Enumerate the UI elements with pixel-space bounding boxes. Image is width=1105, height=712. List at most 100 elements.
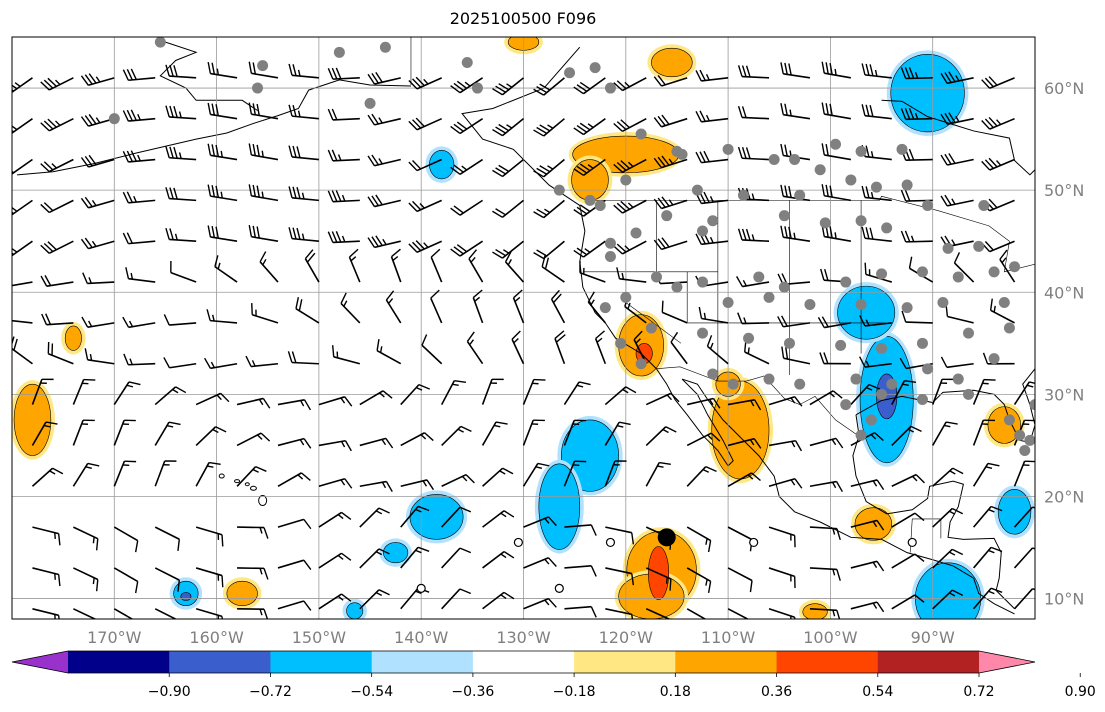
wind-barb-54 [195, 526, 224, 547]
colorbar-tick-label: 0.54 [862, 684, 893, 700]
wind-barb-122 [932, 421, 958, 446]
wind-barb-77 [113, 460, 137, 487]
wind-barb-181 [251, 303, 279, 324]
lon-tick-label: 120°W [599, 628, 654, 647]
wind-barb-304 [165, 105, 197, 120]
wind-barb-121 [891, 425, 922, 446]
wind-barb-348 [940, 71, 974, 85]
wind-barb-38 [564, 565, 597, 577]
wind-barb-266 [653, 196, 688, 210]
wind-barb-157 [287, 351, 319, 365]
wind-barb-49 [1013, 547, 1035, 569]
wind-barb-135 [440, 380, 466, 405]
wind-barb-193 [737, 312, 770, 325]
wind-barb-91 [686, 466, 717, 487]
wind-barb-13 [564, 605, 597, 618]
wind-barb-329 [165, 64, 197, 79]
wind-barb-230 [207, 225, 238, 243]
station-dot-80 [850, 373, 862, 385]
wind-barb-316 [653, 114, 688, 128]
wind-barb-17 [727, 608, 753, 619]
wind-barb-176 [41, 313, 74, 326]
wind-barb-232 [288, 227, 319, 243]
wind-barb-27 [113, 567, 139, 594]
wind-barb-228 [122, 232, 156, 245]
wind-barb-323 [940, 112, 974, 125]
station-dot-94 [1003, 414, 1015, 426]
wind-barb-210 [430, 248, 443, 283]
station-dot-90 [865, 414, 877, 426]
station-dot-75 [615, 337, 627, 349]
wind-barb-188 [550, 289, 566, 324]
wind-barb-129 [195, 392, 230, 406]
station-dot-32 [584, 194, 596, 206]
wind-barb-257 [288, 186, 319, 202]
wind-barb-308 [327, 108, 360, 121]
wind-barb-295 [821, 143, 851, 161]
station-dot-64 [998, 296, 1010, 308]
gridlines [12, 37, 1035, 619]
station-dot-48 [697, 276, 709, 288]
wind-barb-344 [780, 62, 811, 79]
wind-barb-317 [695, 110, 729, 123]
wind-barb-106 [277, 437, 312, 449]
station-dot-54 [952, 271, 964, 283]
wind-barb-48 [973, 546, 1003, 569]
wind-barb-30 [237, 567, 269, 580]
station-dot-12 [635, 128, 647, 140]
station-dot-71 [876, 342, 888, 354]
wind-barb-104 [195, 426, 227, 446]
wind-barb-78 [154, 460, 177, 487]
wind-barb-90 [645, 461, 671, 487]
station-dot-34 [604, 237, 616, 249]
wind-barb-71 [891, 512, 925, 528]
colorbar-tick-label: −0.18 [553, 684, 596, 700]
station-dot-51 [840, 276, 852, 288]
wind-barb-326 [40, 77, 74, 91]
station-dot-19 [845, 174, 857, 186]
wind-barb-241 [653, 237, 688, 251]
station-dot-50 [778, 281, 790, 293]
wind-barb-281 [248, 143, 279, 161]
station-dot-69 [783, 337, 795, 349]
station-dot-4 [461, 57, 473, 69]
wind-barb-146 [891, 380, 917, 405]
station-dot-41 [855, 215, 867, 227]
wind-barb-36 [482, 550, 515, 569]
wind-barb-175 [12, 319, 33, 324]
station-dot-78 [763, 373, 775, 385]
wind-barb-315 [613, 117, 647, 133]
station-dot-33 [594, 199, 606, 211]
wind-barb-76 [72, 462, 100, 487]
wind-barb-334 [367, 72, 401, 85]
wind-barb-200 [12, 281, 33, 288]
station-dot-11 [108, 113, 120, 125]
wind-barb-229 [165, 227, 197, 243]
wind-barb-339 [573, 77, 606, 95]
wind-barb-263 [533, 199, 565, 219]
wind-barb-41 [686, 567, 712, 594]
wind-barb-218 [736, 276, 770, 288]
wind-barb-28 [154, 567, 181, 592]
colorbar-tick-label: 0.90 [1065, 684, 1096, 700]
wind-barb-88 [563, 460, 587, 487]
station-dot-20 [870, 181, 882, 193]
station-dot-96 [1029, 399, 1035, 411]
wind-barb-11 [482, 591, 515, 610]
wind-barb-261 [450, 199, 484, 216]
coastlines [17, 37, 1035, 615]
station-dot-92 [1014, 429, 1026, 441]
wind-barb-319 [780, 103, 811, 120]
wind-barb-244 [780, 225, 811, 243]
lon-tick-label: 110°W [701, 628, 756, 647]
wind-barb-307 [288, 104, 319, 120]
wind-barb-214 [579, 261, 606, 283]
wind-barb-46 [891, 553, 925, 569]
wind-barb-303 [122, 109, 156, 122]
wind-barb-280 [207, 143, 238, 161]
station-dot-15 [722, 143, 734, 155]
station-dot-21 [901, 179, 913, 191]
wind-barb-262 [492, 199, 525, 218]
colorbar-swatch-5 [574, 651, 676, 673]
wind-barb-161 [466, 331, 484, 365]
